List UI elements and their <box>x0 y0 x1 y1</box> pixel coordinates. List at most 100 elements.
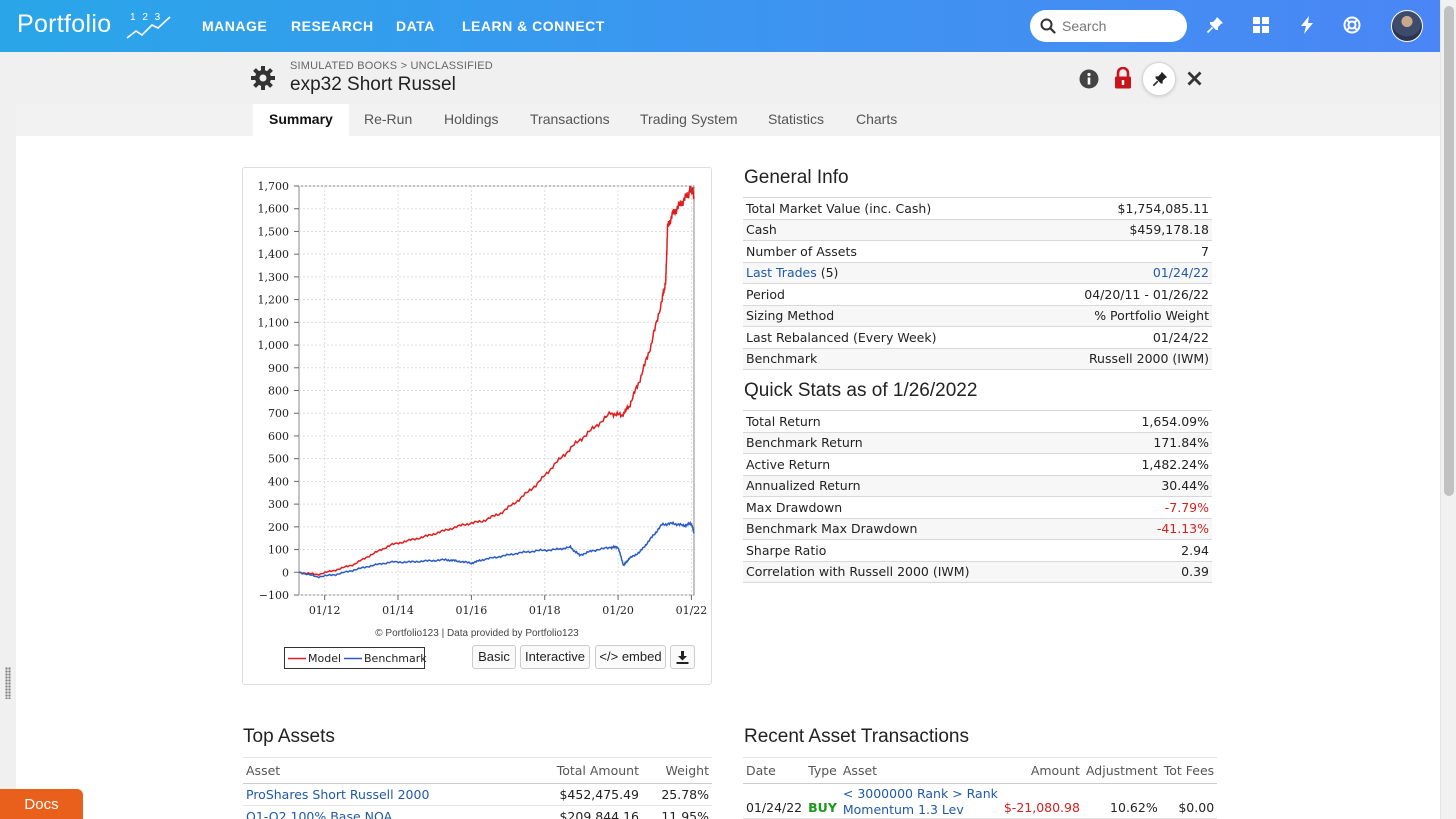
col-amount[interactable]: Amount <box>1000 757 1083 784</box>
col-date[interactable]: Date <box>743 757 806 784</box>
tab-holdings[interactable]: Holdings <box>444 111 499 127</box>
general-info-table: Total Market Value (inc. Cash) $1,754,085… <box>743 197 1212 370</box>
y-tick-label: 400 <box>268 475 289 488</box>
y-tick-label: 1,500 <box>258 225 290 238</box>
download-icon <box>676 651 689 664</box>
nav-research[interactable]: RESEARCH <box>291 18 374 34</box>
chart-basic-button[interactable]: Basic <box>472 645 516 669</box>
x-tick-label: 01/18 <box>529 604 561 617</box>
quick-stats-heading: Quick Stats as of 1/26/2022 <box>744 380 978 401</box>
asset-amount: $452,475.49 <box>512 783 642 806</box>
chart-embed-button[interactable]: </> embed <box>595 645 666 669</box>
col-weight[interactable]: Weight <box>642 757 712 784</box>
settings-gear-icon[interactable] <box>250 65 276 91</box>
table-row: Last Rebalanced (Every Week) 01/24/22 <box>743 326 1212 349</box>
qs-value: 30.44% <box>1098 475 1212 497</box>
user-avatar[interactable] <box>1391 10 1423 42</box>
asset-link[interactable]: ProShares Short Russell 2000 <box>246 787 430 802</box>
nav-learn-connect[interactable]: LEARN & CONNECT <box>462 18 605 34</box>
table-row: Max Drawdown -7.79% <box>743 496 1212 519</box>
asset-weight: 25.78% <box>642 783 712 806</box>
last-trades-date-link[interactable]: 01/24/22 <box>1152 265 1209 281</box>
asset-link[interactable]: Q1-Q2 100% Base NOA <box>246 809 393 819</box>
y-tick-label: 0 <box>282 566 289 579</box>
help-lifebuoy-icon[interactable] <box>1343 16 1361 34</box>
table-row: Benchmark Max Drawdown -41.13% <box>743 518 1212 540</box>
table-row: Total Return 1,654.09% <box>743 410 1212 433</box>
search-box[interactable] <box>1030 10 1187 42</box>
pin-icon[interactable] <box>1206 16 1224 34</box>
table-row: Total Market Value (inc. Cash) $1,754,085… <box>743 197 1212 220</box>
logo-sparkline-icon <box>126 16 171 39</box>
tab-trading-system[interactable]: Trading System <box>640 111 738 127</box>
info-icon[interactable] <box>1079 69 1099 89</box>
logo[interactable]: Portfolio <box>17 10 112 38</box>
qs-value: -7.79% <box>1098 496 1212 519</box>
qs-value: 1,482.24% <box>1098 453 1212 476</box>
qs-label: Benchmark Max Drawdown <box>743 518 1099 540</box>
table-row: 01/24/22 BUY < 3000000 Rank > Rank Moment… <box>743 783 1218 819</box>
close-icon[interactable] <box>1187 71 1202 86</box>
recent-transactions-heading: Recent Asset Transactions <box>744 726 969 747</box>
chart-interactive-button[interactable]: Interactive <box>520 645 590 669</box>
y-tick-label: 1,200 <box>258 294 290 307</box>
chart-download-button[interactable] <box>670 645 695 669</box>
lightning-icon[interactable] <box>1299 16 1315 34</box>
qs-label: Benchmark Return <box>743 432 1099 454</box>
x-tick-label: 01/16 <box>456 604 488 617</box>
pin-icon <box>1152 71 1168 87</box>
dashboard-grid-icon[interactable] <box>1252 16 1270 34</box>
chart-legend[interactable]: Model Benchmark <box>284 647 427 669</box>
scrollbar-thumb[interactable] <box>1444 6 1454 496</box>
col-adjustment[interactable]: Adjustment <box>1082 757 1161 784</box>
y-tick-label: 600 <box>268 430 289 443</box>
qs-label: Total Return <box>743 410 1099 433</box>
legend-benchmark-label[interactable]: Benchmark <box>364 652 427 665</box>
breadcrumb[interactable]: SIMULATED BOOKS > UNCLASSIFIED <box>290 60 493 72</box>
gi-label: Cash <box>743 219 1025 241</box>
x-tick-label: 01/22 <box>676 604 708 617</box>
gi-value: 04/20/11 - 01/26/22 <box>1024 283 1212 306</box>
resize-handle[interactable] <box>5 667 11 699</box>
series-line-benchmark <box>298 520 695 579</box>
tab-re-run[interactable]: Re-Run <box>364 111 413 127</box>
page-scrollbar[interactable] <box>1440 0 1456 819</box>
performance-chart[interactable]: 1,700 1,600 1,500 1,400 1,300 1,200 1,100 1,000… <box>243 168 711 618</box>
top-assets-heading: Top Assets <box>243 726 335 747</box>
col-type[interactable]: Type <box>805 757 840 784</box>
pin-button[interactable] <box>1142 62 1176 96</box>
col-asset[interactable]: Asset <box>243 757 512 784</box>
table-row: Period 04/20/11 - 01/26/22 <box>743 283 1212 306</box>
last-trades-link[interactable]: Last Trades <box>746 265 817 281</box>
col-asset[interactable]: Asset <box>839 757 1001 784</box>
y-tick-label: 1,300 <box>258 271 290 284</box>
col-tot-fees[interactable]: Tot Fees <box>1160 757 1218 784</box>
nav-manage[interactable]: MANAGE <box>202 18 268 34</box>
col-total-amount[interactable]: Total Amount <box>512 757 642 784</box>
tab-statistics[interactable]: Statistics <box>768 111 825 127</box>
legend-model-label[interactable]: Model <box>308 652 342 665</box>
top-navigation-bar: Portfolio 1 2 3 MANAGE RESEARCH DATA LEA… <box>0 0 1440 52</box>
chart-credit: © Portfolio123 | Data provided by Portfo… <box>375 628 579 639</box>
table-row: Annualized Return 30.44% <box>743 475 1212 497</box>
table-row: Correlation with Russell 2000 (IWM) 0.39 <box>743 561 1212 583</box>
tab-transactions[interactable]: Transactions <box>530 111 610 127</box>
last-trades-count: (5) <box>816 265 839 281</box>
logo-superscript: 1 2 3 <box>130 12 163 23</box>
tx-fees: $0.00 <box>1160 783 1218 819</box>
docs-button[interactable]: Docs <box>0 789 83 819</box>
table-row: Number of Assets 7 <box>743 240 1212 263</box>
lock-icon[interactable] <box>1114 67 1132 89</box>
qs-label: Annualized Return <box>743 475 1099 497</box>
search-input[interactable] <box>1062 17 1177 35</box>
x-tick-label: 01/12 <box>309 604 341 617</box>
table-row: Sharpe Ratio 2.94 <box>743 539 1212 562</box>
tab-summary[interactable]: Summary <box>253 104 349 136</box>
y-tick-label: 1,400 <box>258 248 290 261</box>
table-row: Active Return 1,482.24% <box>743 453 1212 476</box>
tx-asset-line1: < 3000000 Rank > Rank <box>842 786 998 801</box>
tab-charts[interactable]: Charts <box>856 111 898 127</box>
asset-weight: 11.95% <box>642 805 712 819</box>
nav-data[interactable]: DATA <box>396 18 435 34</box>
tx-asset-link[interactable]: < 3000000 Rank > Rank Momentum 1.3 Lev <box>843 786 998 817</box>
